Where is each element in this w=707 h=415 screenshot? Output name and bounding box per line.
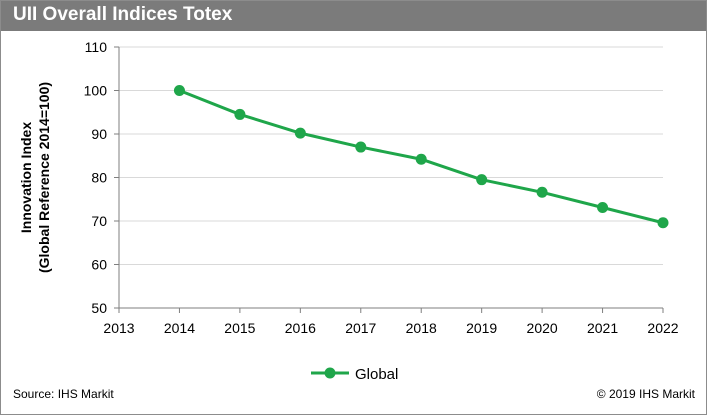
data-point bbox=[476, 174, 488, 186]
y-tick-labels: 50 60 70 80 90 100 110 bbox=[84, 39, 108, 316]
x-tick-label: 2022 bbox=[647, 320, 678, 336]
data-point bbox=[355, 141, 367, 153]
x-tick-label: 2013 bbox=[103, 320, 134, 336]
data-point bbox=[415, 153, 427, 165]
x-tick-label: 2014 bbox=[164, 320, 195, 336]
y-tick-label: 100 bbox=[84, 83, 108, 99]
x-tick-label: 2019 bbox=[466, 320, 497, 336]
title-bar: UII Overall Indices Totex bbox=[1, 1, 706, 31]
data-point bbox=[234, 108, 246, 120]
data-point bbox=[173, 85, 185, 96]
x-tick-labels: 2013 2014 2015 2016 2017 2018 2019 2020 2021 2022 bbox=[103, 320, 678, 336]
x-tick-label: 2018 bbox=[406, 320, 437, 336]
y-tick-label: 80 bbox=[91, 170, 107, 186]
y-tick-label: 50 bbox=[91, 300, 107, 316]
y-axis-title-line: Innovation Index bbox=[18, 122, 34, 233]
source-note: Source: IHS Markit bbox=[13, 387, 114, 401]
data-point bbox=[657, 217, 669, 229]
y-axis-title-line: (Global Reference 2014=100) bbox=[36, 82, 52, 273]
data-point bbox=[536, 186, 548, 198]
legend-swatch-marker bbox=[324, 367, 336, 379]
legend-label: Global bbox=[355, 366, 398, 383]
data-point bbox=[294, 127, 306, 139]
y-tick-label: 70 bbox=[91, 213, 107, 229]
x-tick-label: 2020 bbox=[527, 320, 558, 336]
x-tick-label: 2017 bbox=[345, 320, 376, 336]
legend: Global bbox=[311, 366, 398, 383]
x-tick-label: 2021 bbox=[587, 320, 618, 336]
y-axis-title: Innovation Index (Global Reference 2014=1… bbox=[18, 82, 52, 273]
y-tick-label: 60 bbox=[91, 257, 107, 273]
x-tick-label: 2016 bbox=[285, 320, 316, 336]
gridlines bbox=[114, 46, 664, 313]
copyright-note: © 2019 IHS Markit bbox=[596, 387, 695, 401]
axes bbox=[118, 47, 663, 313]
x-tick-label: 2015 bbox=[224, 320, 255, 336]
data-point bbox=[597, 202, 609, 214]
y-tick-label: 110 bbox=[85, 39, 108, 55]
series-global bbox=[173, 85, 669, 229]
chart-title: UII Overall Indices Totex bbox=[13, 4, 233, 25]
y-tick-label: 90 bbox=[91, 126, 107, 142]
